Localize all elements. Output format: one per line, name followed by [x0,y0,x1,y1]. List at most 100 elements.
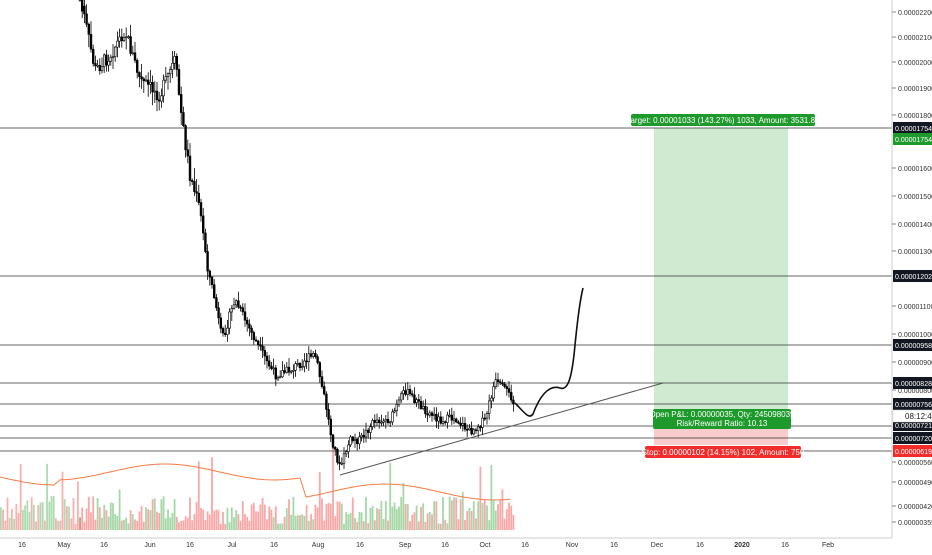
candle-body [254,339,258,342]
volume-bar [494,510,497,530]
candle-body [333,447,337,450]
candle-body [395,404,398,412]
candle-body [83,5,86,15]
candle-body [217,307,220,319]
volume-bar [349,512,352,530]
volume-bar [492,500,495,530]
candle-body [408,388,412,395]
candle-body [512,399,515,405]
volume-bar [182,520,185,530]
candle-body [386,418,390,423]
volume-bar [329,503,332,530]
candle-body [208,270,211,278]
time-tick-label: Nov [566,542,579,549]
volume-bar [44,520,46,530]
candle-body [336,449,339,463]
candle-body [391,411,394,423]
volume-bar [213,511,216,530]
volume-bar [259,504,262,530]
price-tick-label: 0.00000490 [898,480,932,487]
candle-body [138,72,141,78]
volume-bar [340,503,343,530]
time-tick-label: Sep [399,542,412,549]
volume-bar [270,509,273,530]
candle-body [213,284,216,298]
volume-bar [428,512,431,530]
volume-bar [200,508,202,530]
volume-bar [402,482,405,530]
volume-bar [241,501,244,530]
profit-zone[interactable] [654,128,788,415]
volume-bar [22,509,24,530]
time-tick-label: May [57,542,71,549]
candle-body [155,90,159,101]
candle-body [468,427,471,430]
price-axis[interactable]: 0.00002200 0.00002100 0.00002000 0.00001900… [892,10,932,527]
volume-bar [30,497,33,530]
candle-body [237,300,240,308]
candle-body [182,112,185,126]
target-label: Target: 0.00001033 (143.27%) 1033, Amoun… [626,114,820,126]
candle-body [421,405,425,409]
candle-body [314,353,317,357]
volume-bar [17,512,20,530]
volume-bar [261,497,264,530]
candle-body [419,400,423,409]
time-axis[interactable]: 16 May 16 Jun 16 Jul 16 Aug 16 Sep 16 Oct 16 Nov 16 Dec… [18,542,834,549]
volume-bar [466,510,469,530]
candle-body [472,429,475,435]
candle-body [114,46,117,58]
volume-bar [435,501,438,530]
volume-bar [41,501,44,530]
candle-body [191,180,194,182]
volume-bar [186,517,189,530]
ascending-trendline[interactable] [339,382,664,476]
volume-bar [33,504,35,530]
candle-body [274,367,277,380]
candle-body [490,397,493,402]
candle-body [318,362,321,377]
candle-body [287,366,291,373]
candle-body [476,426,480,432]
time-tick-label: 16 [781,542,789,549]
price-tick-label: 0.00000420 [898,504,932,511]
volume-bar [101,517,103,530]
volume-bar [151,499,154,530]
candle-body [351,436,354,442]
volume-bar [226,508,229,530]
volume-bar [83,521,86,530]
volume-bar [362,521,365,530]
candlesticks [78,0,515,471]
candle-body [109,56,113,62]
candle-body [481,417,484,428]
candle-body [360,434,363,438]
volume-bar [303,515,306,530]
volume-bar [365,496,367,530]
candle-body [397,399,401,405]
volume-bar [72,498,75,530]
volume-bar [279,523,282,530]
time-tick-label: 2020 [734,542,750,549]
candle-body [347,444,350,452]
volume-bar [299,515,301,530]
price-level-badge-text: 0.00001202 [895,274,932,281]
candle-body [175,56,178,70]
candle-body [331,434,335,448]
volume-bar [171,512,174,530]
volume-bar [288,499,290,530]
projection-curve[interactable] [514,287,584,417]
volume-bar [307,520,310,530]
candle-body [144,79,148,82]
volume-bar [312,519,315,530]
candle-body [177,69,181,95]
volume-bar [50,496,53,530]
volume-bar [237,514,240,530]
candle-body [294,363,297,371]
candle-body [349,436,352,446]
volume-bar [417,521,420,530]
time-tick-label: Oct [480,542,491,549]
candle-body [261,345,264,351]
volume-bar [153,498,156,530]
volume-bar [116,516,119,530]
